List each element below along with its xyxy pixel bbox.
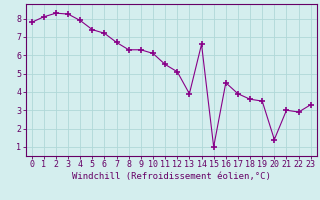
X-axis label: Windchill (Refroidissement éolien,°C): Windchill (Refroidissement éolien,°C) [72,172,271,181]
